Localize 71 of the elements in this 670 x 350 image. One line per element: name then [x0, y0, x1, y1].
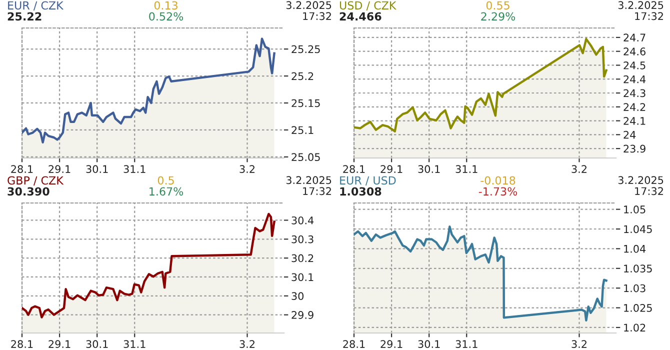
text: 17:32 [303, 187, 331, 196]
text: 0.55 [486, 1, 510, 10]
x-tick-label: 31.1 [456, 165, 478, 174]
text: -1.73% [478, 187, 518, 196]
y-tick-label: 25.25 [292, 45, 320, 54]
y-tick-label: 30.1 [292, 273, 314, 282]
text: 2.29% [481, 12, 516, 21]
y-tick-label: 24.1 [624, 117, 646, 125]
y-tick-label: 23.9 [624, 144, 646, 153]
chart-subtitle: 30.390 [8, 187, 50, 196]
y-tick-label: 30.2 [292, 254, 314, 262]
chart-subtitle: 1.0308 [340, 187, 382, 196]
chart-title: EUR / CZK [8, 1, 64, 10]
x-tick-label: 28.1 [343, 340, 365, 348]
y-tick-label: 24.7 [624, 34, 646, 42]
x-tick-label: 30.1 [418, 340, 440, 348]
x-tick-label: 29.1 [380, 340, 402, 348]
x-tick-label: 31.1 [124, 165, 146, 174]
x-tick-label: 29.1 [380, 165, 402, 174]
text: 3.2.2025 [618, 1, 664, 10]
text: 0.52% [149, 12, 184, 21]
text: 3.2.2025 [618, 176, 664, 184]
text: 3.2.2025 [286, 1, 332, 10]
y-tick-label: 1.03 [624, 284, 646, 292]
y-tick-label: 25.15 [292, 99, 320, 108]
x-tick-label: 31.1 [124, 340, 146, 348]
y-tick-label: 25.05 [292, 153, 320, 162]
x-tick-label: 29.1 [48, 340, 70, 348]
y-tick-label: 1.04 [624, 244, 646, 253]
x-tick-label: 3.2 [572, 165, 586, 174]
y-tick-label: 29.9 [292, 311, 314, 319]
chart-title: USD / CZK [340, 1, 396, 10]
chart-title: GBP / CZK [8, 176, 64, 186]
y-tick-label: 30.3 [292, 235, 314, 244]
y-tick-label: 24.2 [624, 103, 646, 111]
y-tick-label: 24 [624, 130, 636, 139]
y-tick-label: 25.1 [292, 126, 314, 134]
text: 3.2.2025 [286, 176, 332, 184]
text: -0.018 [480, 176, 516, 185]
y-tick-label: 24.4 [624, 75, 646, 84]
x-tick-label: 3.2 [240, 165, 254, 174]
chart-subtitle: 25.22 [8, 12, 42, 21]
text: 17:32 [303, 12, 331, 20]
text: 17:32 [635, 187, 663, 196]
x-tick-label: 28.1 [343, 165, 365, 174]
y-tick-label: 24.5 [624, 61, 646, 70]
text: 0.13 [154, 1, 178, 10]
x-tick-label: 29.1 [48, 165, 70, 174]
x-tick-label: 30.1 [86, 340, 108, 348]
y-tick-label: 1.045 [624, 225, 652, 234]
x-tick-label: 31.1 [456, 340, 478, 348]
y-tick-label: 1.02 [624, 324, 646, 332]
x-tick-label: 28.1 [11, 165, 33, 174]
y-tick-label: 1.05 [624, 206, 646, 214]
x-tick-label: 3.2 [240, 340, 254, 348]
y-tick-label: 24.3 [624, 89, 646, 98]
x-tick-label: 28.1 [11, 340, 33, 348]
text: 0.5 [158, 176, 174, 185]
chart-subtitle: 24.466 [340, 12, 382, 21]
chart-title: EUR / USD [340, 176, 396, 186]
y-tick-label: 30 [292, 292, 304, 300]
y-tick-label: 1.025 [624, 304, 652, 312]
y-tick-label: 30.4 [292, 216, 314, 224]
x-tick-label: 30.1 [418, 165, 440, 174]
text: 1.67% [150, 187, 184, 196]
text: 17:32 [635, 12, 663, 20]
x-tick-label: 30.1 [86, 165, 108, 174]
y-tick-label: 24.6 [624, 48, 646, 56]
y-tick-label: 25.2 [292, 72, 314, 80]
x-tick-label: 3.2 [572, 340, 586, 348]
y-tick-label: 1.035 [624, 264, 652, 272]
